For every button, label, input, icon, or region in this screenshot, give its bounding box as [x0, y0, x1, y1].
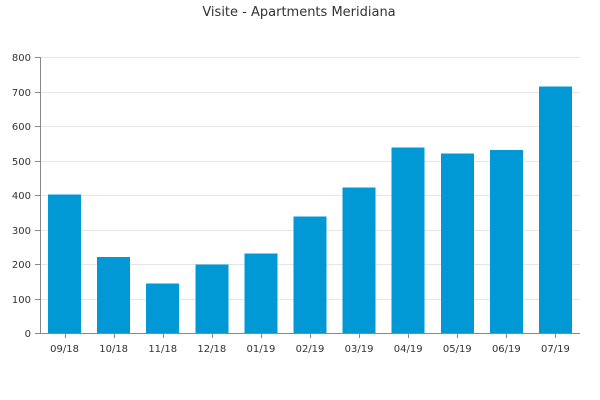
y-tick-label: 700 — [12, 88, 31, 99]
x-tick-label: 09/18 — [50, 344, 79, 355]
y-tick-label: 800 — [12, 53, 31, 64]
chart-title: Visite - Apartments Meridiana — [202, 5, 395, 20]
x-tick-label: 05/19 — [443, 344, 472, 355]
x-tick-label: 11/18 — [148, 344, 177, 355]
y-axis-tick-labels: 0 100 200 300 400 500 600 700 800 — [12, 53, 31, 340]
bar — [342, 187, 376, 333]
bar — [539, 86, 572, 333]
y-tick-label: 300 — [12, 226, 31, 237]
y-tick-label: 500 — [12, 157, 31, 168]
x-tick-label: 12/18 — [197, 344, 226, 355]
bar — [195, 264, 229, 333]
y-tick-label: 100 — [12, 295, 31, 306]
bar — [440, 153, 474, 333]
x-tick-label: 04/19 — [394, 344, 423, 355]
x-tick-label: 03/19 — [345, 344, 374, 355]
y-tick-label: 600 — [12, 122, 31, 133]
x-tick-label: 01/19 — [246, 344, 275, 355]
bar — [244, 253, 278, 333]
y-tick-label: 0 — [25, 329, 31, 340]
y-tick-label: 400 — [12, 191, 31, 202]
x-axis-tick-labels: 09/18 10/18 11/18 12/18 01/19 02/19 03/19 04/19… — [50, 344, 570, 355]
x-tick-label: 02/19 — [296, 344, 325, 355]
x-tick-label: 06/19 — [492, 344, 521, 355]
x-tick-label: 10/18 — [99, 344, 128, 355]
bar — [146, 283, 180, 333]
bar — [97, 256, 131, 333]
bar — [489, 150, 523, 333]
axes — [35, 57, 580, 338]
bar — [48, 194, 81, 333]
x-tick-label: 07/19 — [541, 344, 570, 355]
y-tick-label: 200 — [12, 260, 31, 271]
bar — [293, 216, 327, 333]
bars — [48, 86, 572, 333]
bar — [391, 147, 425, 333]
